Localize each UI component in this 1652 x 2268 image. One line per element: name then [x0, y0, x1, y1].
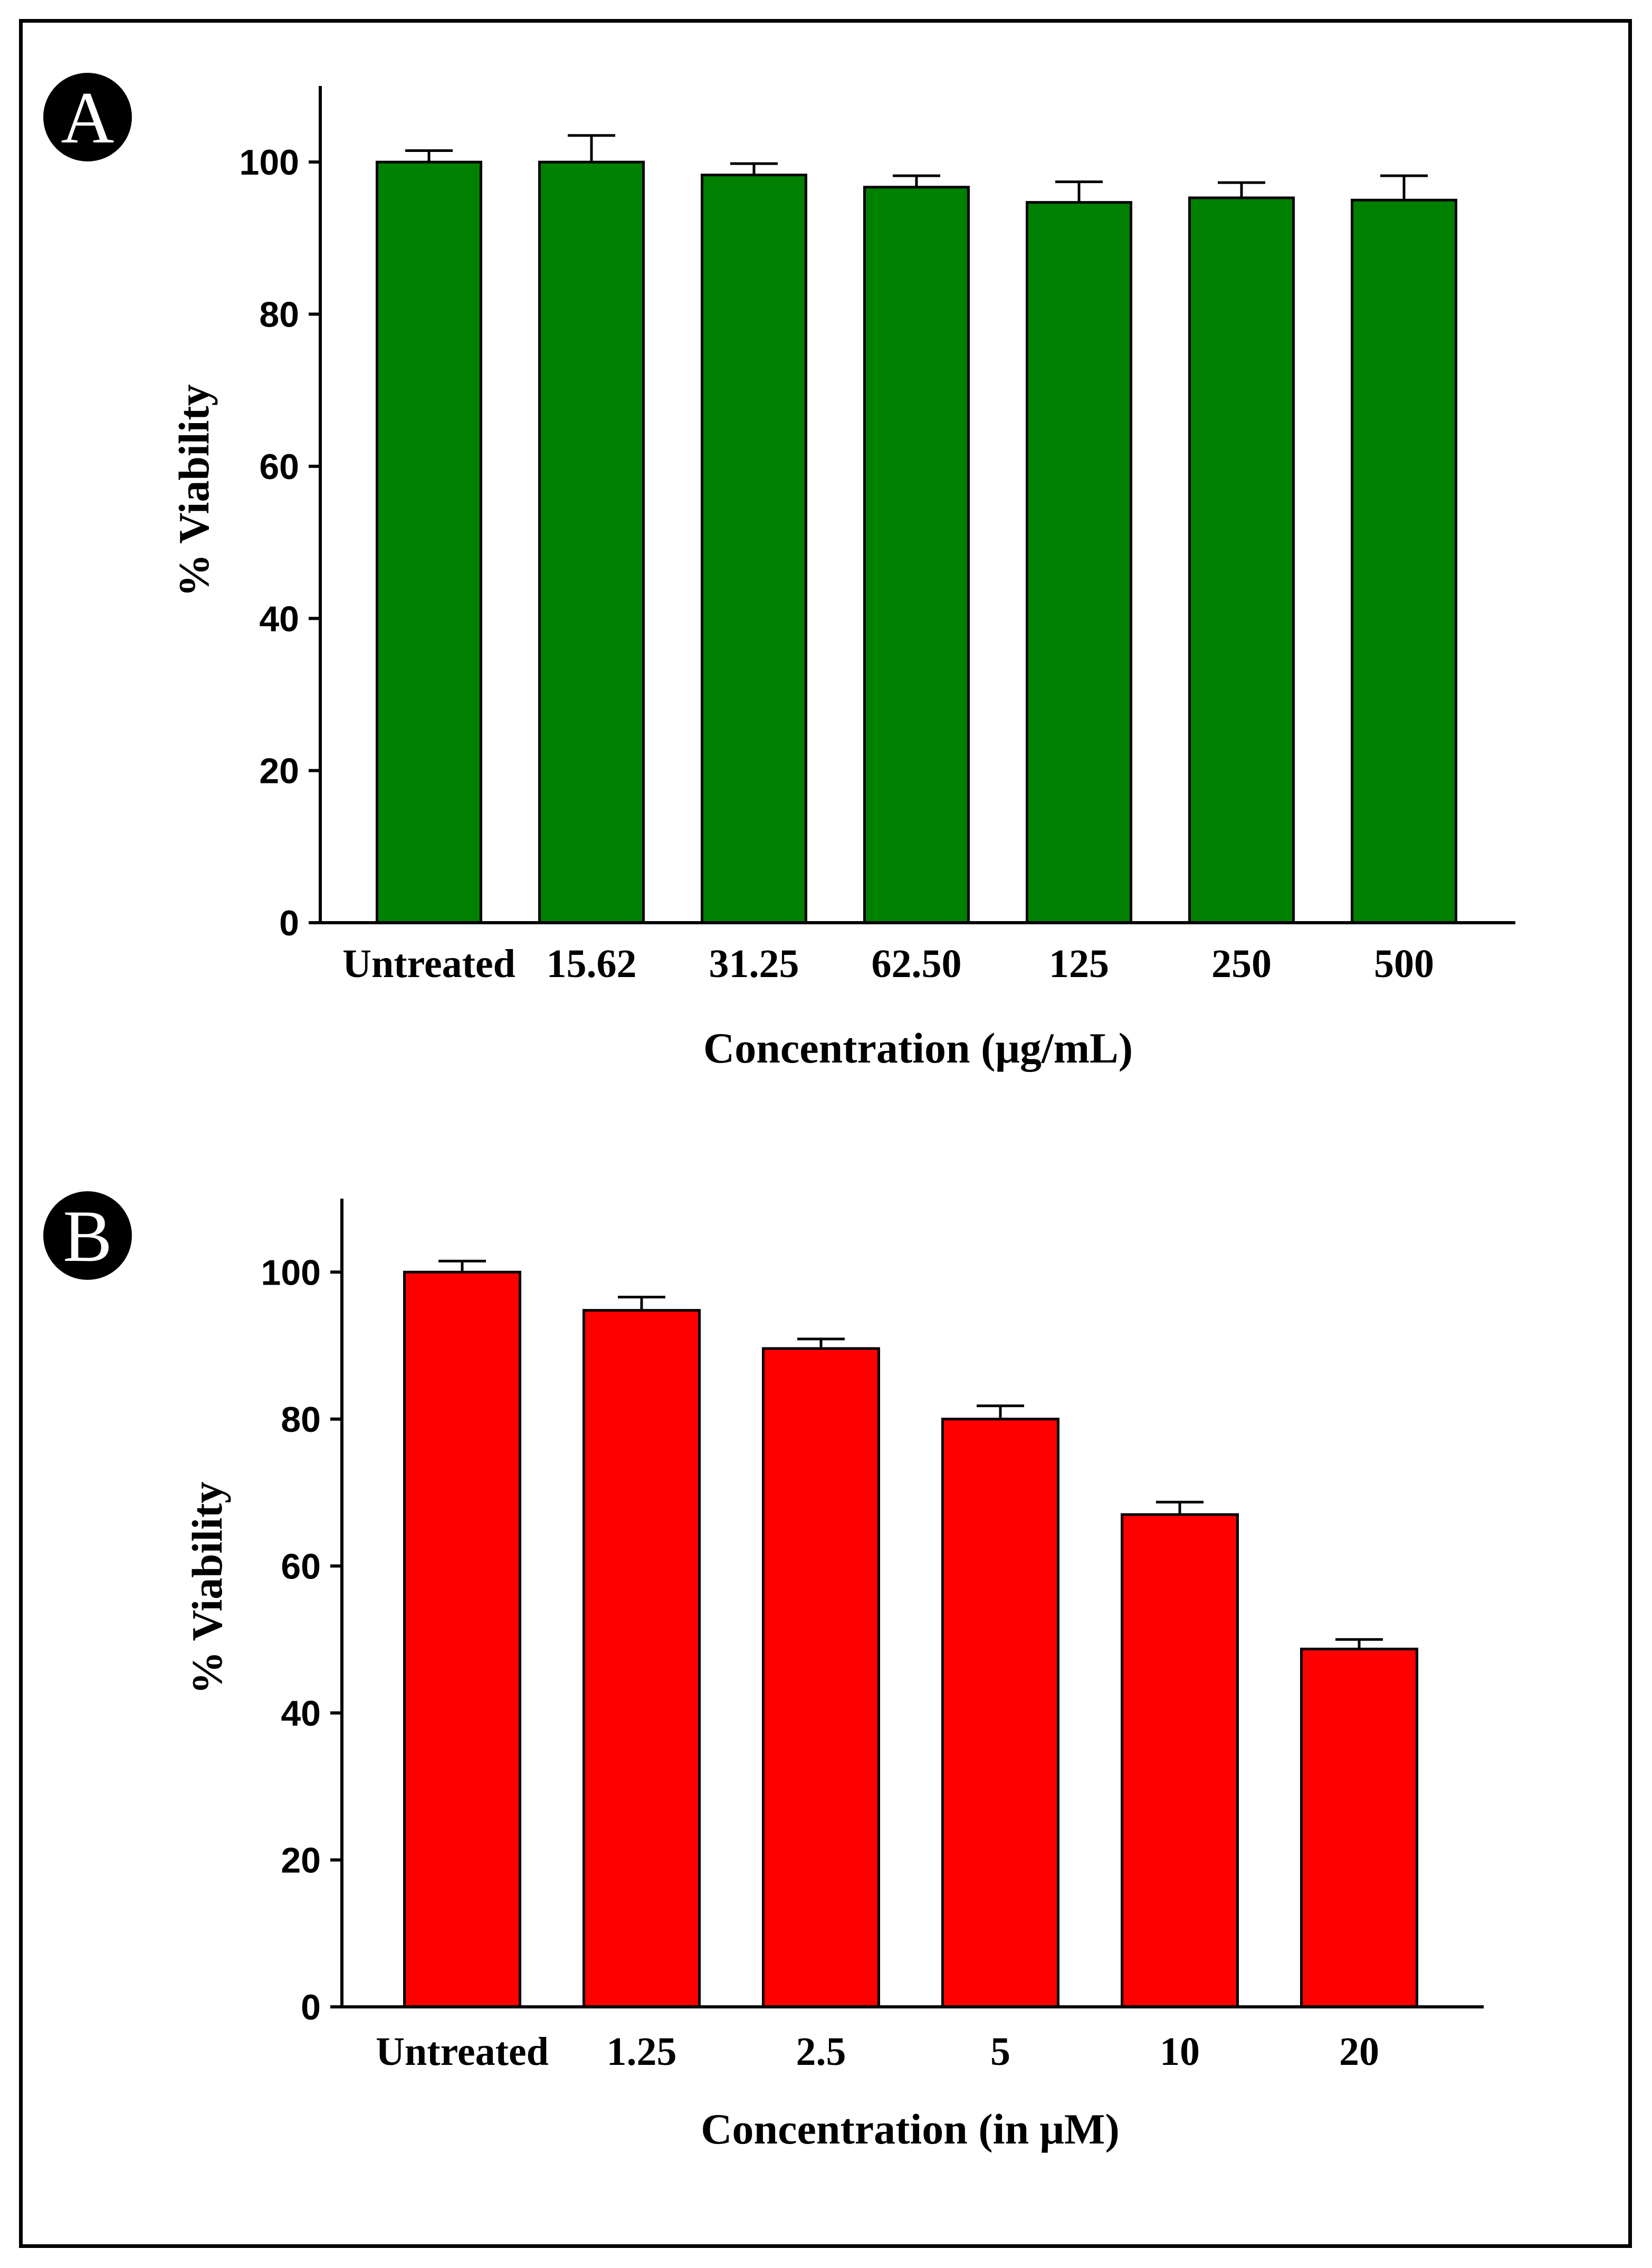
y-tick-label: 60: [281, 1546, 321, 1586]
x-category-label: 62.50: [872, 942, 962, 986]
y-tick-label: 40: [259, 599, 299, 639]
chart-panel-a: A 0 20 40 60 80 100 Untreated 15.62 31.25 62.50 125…: [43, 73, 1515, 1072]
bar: [1188, 196, 1295, 924]
x-category-label: 5: [990, 2030, 1010, 2074]
bar: [941, 1418, 1059, 2008]
bar: [376, 160, 482, 924]
y-tick-label: 0: [301, 1987, 321, 2027]
x-category-label: 1.25: [607, 2030, 677, 2074]
x-category-label: 10: [1160, 2030, 1200, 2074]
bar: [1121, 1513, 1239, 2008]
bar: [1300, 1648, 1418, 2008]
y-tick-label: 0: [279, 903, 299, 943]
x-axis-title: Concentration (μg/mL): [703, 1024, 1133, 1072]
y-tick-label: 80: [259, 295, 299, 335]
x-category-label: 125: [1049, 942, 1109, 986]
x-category-label: 250: [1211, 942, 1272, 986]
bar: [538, 160, 645, 924]
x-axis-title: Concentration (in μM): [701, 2105, 1120, 2153]
chart-panel-b: B 0 20 40 60 80 100 Untreated 1.25 2.5 5 10 20 Concen…: [43, 1191, 1484, 2153]
bar: [701, 174, 807, 924]
bar: [403, 1270, 521, 2008]
panel-label: A: [61, 77, 114, 159]
x-category-label: 31.25: [709, 942, 799, 986]
x-category-label: 500: [1374, 942, 1434, 986]
panel-label-badge: [43, 1191, 132, 1280]
y-tick-label: 20: [281, 1840, 321, 1880]
x-category-label: 20: [1339, 2030, 1379, 2074]
y-tick-label: 80: [281, 1400, 321, 1440]
y-tick-label: 20: [259, 751, 299, 791]
panel-label-badge: [43, 73, 132, 161]
bar: [762, 1347, 880, 2008]
x-category-label: Untreated: [376, 2030, 549, 2074]
y-tick-label: 100: [240, 142, 299, 183]
bar: [1351, 198, 1457, 924]
x-category-label: Untreated: [342, 942, 515, 986]
y-tick-label: 60: [259, 447, 299, 487]
y-tick-label: 100: [261, 1252, 321, 1293]
y-axis-title: % Viability: [183, 1481, 231, 1694]
bar: [583, 1309, 701, 2008]
y-tick-label: 40: [281, 1693, 321, 1734]
x-category-label: 2.5: [796, 2030, 846, 2074]
bar: [863, 186, 970, 924]
x-category-label: 15.62: [547, 942, 637, 986]
bar: [1026, 201, 1132, 924]
panel-label: B: [63, 1195, 112, 1277]
y-axis-title: % Viability: [170, 384, 218, 597]
